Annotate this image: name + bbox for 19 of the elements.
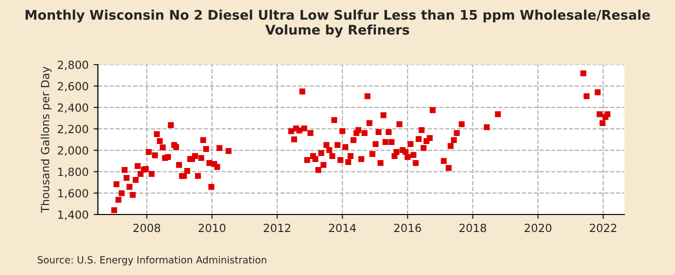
y-tick-label: 2,000 — [58, 146, 88, 156]
x-tick-label: 2018 — [459, 224, 486, 232]
y-tick-label: 2,400 — [58, 103, 88, 113]
y-tick-label: 1,400 — [58, 210, 88, 220]
y-tick-label: 1,600 — [58, 189, 88, 199]
y-tick-label: 2,800 — [58, 60, 88, 70]
x-tick-label: 2012 — [264, 224, 290, 232]
y-axis-title: Thousand Gallons per Day — [40, 66, 52, 213]
x-tick-label: 2014 — [329, 224, 356, 232]
x-tick-label: 2022 — [590, 224, 616, 232]
x-tick-label: 2008 — [133, 224, 160, 232]
x-tick-label: 2020 — [524, 224, 552, 232]
x-tick-label: 2016 — [394, 224, 422, 232]
x-tick-label: 2010 — [198, 224, 226, 232]
y-tick-label: 2,600 — [58, 82, 88, 92]
source-note: Source: U.S. Energy Information Administration — [38, 256, 266, 266]
chart-title: Monthly Wisconsin No 2 Diesel Ultra Low Sulfur Less than 15 ppm Wholesale/Resale Volume by Refiners — [26, 10, 650, 38]
y-tick-label: 1,800 — [58, 168, 88, 178]
y-tick-label: 2,200 — [58, 124, 88, 134]
